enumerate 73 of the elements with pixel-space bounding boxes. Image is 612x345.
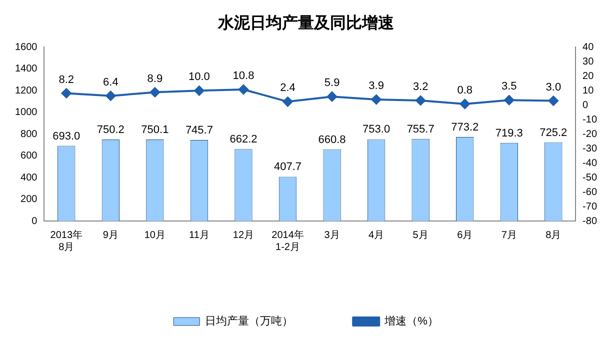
y2-tick-label: -60 xyxy=(582,186,598,198)
x-tick-label: 8月 xyxy=(546,230,562,241)
point xyxy=(504,95,514,106)
y2-tick-label: -30 xyxy=(582,143,598,154)
x-tick-label: 5月 xyxy=(412,230,428,241)
point xyxy=(150,87,160,98)
data-label: 10.0 xyxy=(188,71,210,84)
data-label: 662.2 xyxy=(230,134,258,146)
x-tick-label: 2013年 8月 xyxy=(50,228,83,253)
data-label: 660.8 xyxy=(318,134,346,146)
data-label: 3.0 xyxy=(546,81,562,94)
y-tick-label: 400 xyxy=(20,172,38,184)
x-tick-label: 12月 xyxy=(232,230,254,241)
y-tick-label: 600 xyxy=(20,150,38,162)
y2-tick-label: 10 xyxy=(582,85,594,96)
y2-tick-label: -70 xyxy=(582,201,598,212)
data-label: 2.4 xyxy=(280,82,296,94)
data-label: 773.2 xyxy=(451,122,479,134)
y2-tick-label: -10 xyxy=(582,114,598,126)
data-label: 745.7 xyxy=(185,124,213,137)
data-label: 5.9 xyxy=(324,77,340,90)
x-tick-label: 9月 xyxy=(102,230,118,241)
x-tick-label: 3月 xyxy=(324,230,340,241)
y2-tick-label: 0 xyxy=(582,100,589,111)
y2-tick-label: -80 xyxy=(582,216,598,227)
data-label: 407.7 xyxy=(274,161,302,174)
data-label: 753.0 xyxy=(362,124,390,136)
point xyxy=(416,96,426,106)
point xyxy=(61,88,72,98)
data-label: 8.9 xyxy=(147,72,163,85)
data-label: 755.7 xyxy=(406,123,434,136)
x-tick-label: 10月 xyxy=(144,230,166,241)
y-tick-label: 800 xyxy=(20,128,38,140)
data-label: 693.0 xyxy=(52,130,80,142)
data-label: 8.2 xyxy=(58,74,74,86)
y-tick-label: 200 xyxy=(20,194,38,206)
point xyxy=(327,92,338,102)
x-tick-label: 6月 xyxy=(457,230,473,241)
y2-tick-label: -40 xyxy=(582,158,598,169)
y-tick-label: 1400 xyxy=(14,64,38,75)
point xyxy=(194,86,204,96)
chart-title: 水泥日均产量及同比增速 xyxy=(217,14,395,32)
y-tick-label: 1600 xyxy=(14,42,38,53)
data-label: 3.2 xyxy=(412,81,428,94)
data-label: 750.1 xyxy=(141,124,169,136)
data-label: 719.3 xyxy=(495,127,523,140)
data-label: 10.8 xyxy=(232,70,254,82)
y2-tick-label: 20 xyxy=(582,70,594,82)
point xyxy=(548,96,558,106)
legend-label: 日均产量（万吨） xyxy=(205,314,294,328)
point xyxy=(460,98,470,109)
x-tick-label: 11月 xyxy=(189,230,210,241)
data-label: 3.9 xyxy=(368,80,384,92)
x-tick-label: 4月 xyxy=(368,230,384,241)
data-label: 750.2 xyxy=(96,124,124,136)
y2-tick-label: -20 xyxy=(582,128,598,140)
x-tick-label: 7月 xyxy=(501,230,517,241)
point xyxy=(238,84,248,94)
data-label: 3.5 xyxy=(501,80,517,93)
y-tick-label: 1200 xyxy=(14,85,38,96)
y-tick-label: 1000 xyxy=(14,107,38,118)
y2-tick-label: 30 xyxy=(582,56,594,68)
y-tick-label: 0 xyxy=(32,216,38,227)
y2-tick-label: 40 xyxy=(582,42,594,53)
data-label: 0.8 xyxy=(457,84,473,97)
data-label: 6.4 xyxy=(103,76,118,88)
point xyxy=(106,90,116,101)
x-tick-label: 2014年 1-2月 xyxy=(272,228,304,253)
point xyxy=(371,94,382,104)
y2-tick-label: -50 xyxy=(582,172,598,184)
data-label: 725.2 xyxy=(540,126,568,139)
point xyxy=(282,96,293,107)
legend-label: 增速（%） xyxy=(384,314,438,328)
